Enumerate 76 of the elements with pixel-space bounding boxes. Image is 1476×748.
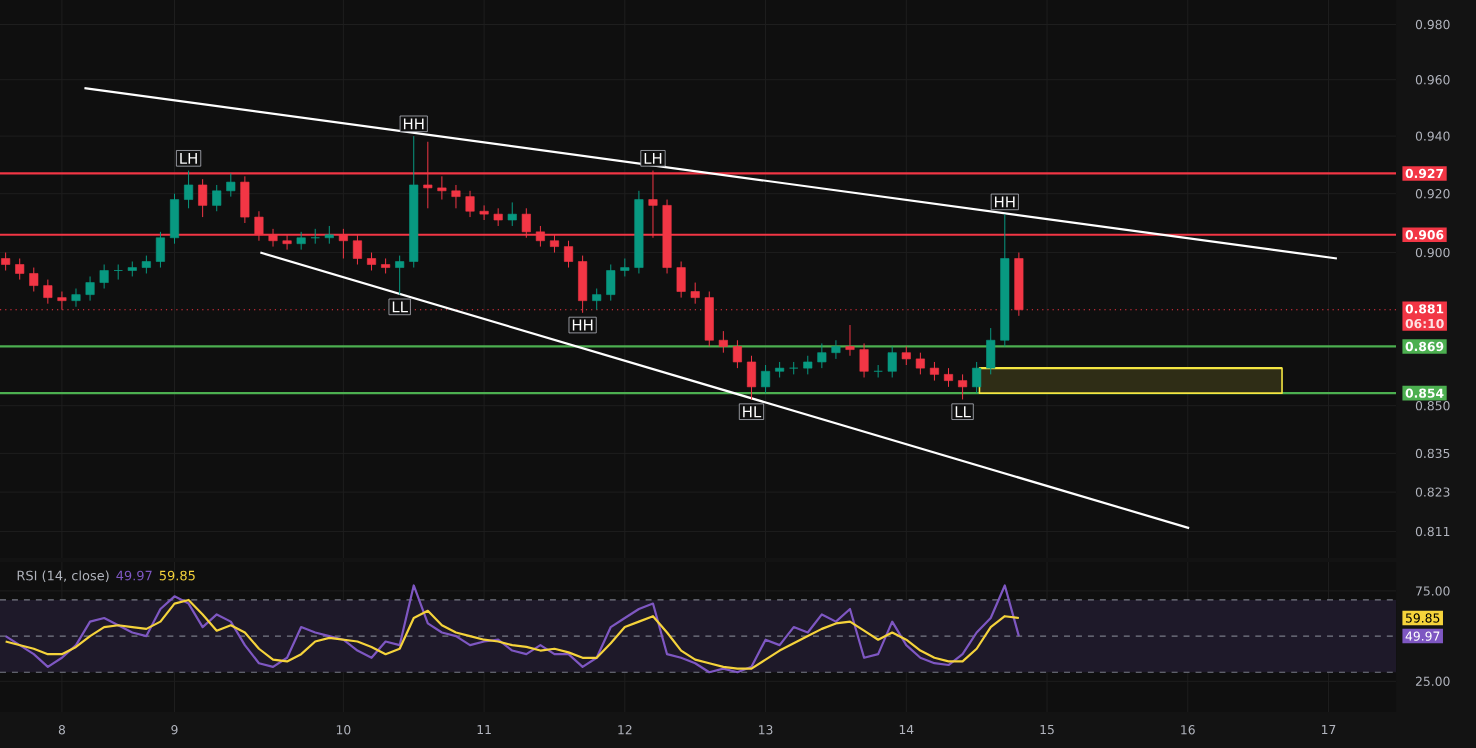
ref-line-label: 0.854: [1405, 388, 1444, 398]
y-tick-label: 25.00: [1415, 676, 1450, 686]
y-tick-label: 0.980: [1415, 19, 1450, 30]
candlestick: [15, 257, 25, 281]
x-tick-label: 10: [336, 725, 351, 735]
x-tick-label: 12: [618, 725, 632, 735]
candlestick: [803, 355, 813, 375]
candlestick: [29, 267, 39, 292]
annotation: 49.97: [116, 570, 152, 581]
x-tick-label: 14: [899, 725, 914, 735]
candlestick: [198, 178, 208, 218]
candlestick: [507, 201, 517, 227]
text: 49.97: [1405, 631, 1440, 641]
annotation: HH: [995, 196, 1015, 208]
candlestick: [732, 339, 742, 369]
x-tick-label: 16: [1181, 725, 1195, 735]
candlestick: [155, 231, 165, 269]
candlestick: [859, 342, 869, 378]
candlestick: [845, 324, 855, 357]
y-tick-label: 0.940: [1415, 131, 1450, 141]
y-tick-label: 0.850: [1415, 401, 1450, 411]
annotation: LL: [955, 406, 971, 418]
candlestick: [901, 345, 911, 366]
y-tick-label: 0.900: [1415, 247, 1450, 258]
candlestick: [85, 275, 95, 302]
text: 59.85: [1405, 613, 1440, 623]
candlestick: [451, 184, 461, 209]
annotation: 59.85: [159, 570, 195, 581]
y-tick-label: 0.811: [1415, 526, 1450, 537]
candlestick: [71, 288, 81, 308]
candlestick: [479, 204, 489, 221]
candlestick: [465, 190, 475, 218]
candlestick: [958, 373, 968, 400]
y-tick-label: 0.835: [1415, 448, 1450, 459]
ref-line-label: 0.881: [1405, 304, 1444, 314]
candlestick: [212, 184, 222, 212]
candlestick: [718, 330, 728, 354]
candlestick: [817, 342, 827, 369]
ref-line-label: 0.927: [1405, 168, 1444, 179]
candlestick: [887, 345, 897, 378]
candlestick: [972, 361, 982, 394]
candlestick: [184, 170, 194, 209]
annotation: HH: [572, 319, 593, 331]
ref-line-label: 0.869: [1405, 341, 1444, 352]
candlestick: [943, 367, 954, 388]
candlestick: [226, 172, 236, 198]
candlestick: [761, 364, 771, 394]
annotation: HH: [403, 118, 424, 130]
x-tick-label: 8: [58, 725, 65, 735]
y-tick-label: 0.823: [1415, 487, 1450, 497]
candlestick: [395, 255, 405, 296]
candlestick: [676, 261, 686, 299]
y-tick-label: 0.960: [1415, 75, 1450, 85]
y-tick-label: 75.00: [1416, 586, 1450, 596]
x-tick-label: 15: [1040, 725, 1054, 735]
annotation: LH: [180, 152, 197, 164]
candlestick: [99, 263, 109, 290]
x-tick-label: 17: [1321, 725, 1336, 735]
candlestick: [690, 282, 700, 305]
y-tick-label: 0.920: [1415, 189, 1450, 199]
x-tick-label: 13: [759, 725, 773, 735]
x-tick-label: 9: [171, 725, 178, 735]
candlestick: [929, 361, 939, 382]
candlestick: [43, 279, 53, 305]
candlestick: [57, 291, 67, 311]
x-tick-label: 11: [477, 725, 491, 735]
text: 06:10: [1405, 318, 1444, 329]
annotation: LL: [392, 301, 408, 313]
candlestick: [592, 288, 602, 311]
annotation: HL: [743, 406, 762, 418]
candlestick: [915, 352, 925, 375]
annotation: LH: [644, 152, 662, 164]
candlestick: [831, 339, 841, 360]
text: RSI (14, close): [17, 570, 109, 582]
candlestick: [564, 240, 574, 269]
ref-line-label: 0.906: [1405, 230, 1444, 240]
